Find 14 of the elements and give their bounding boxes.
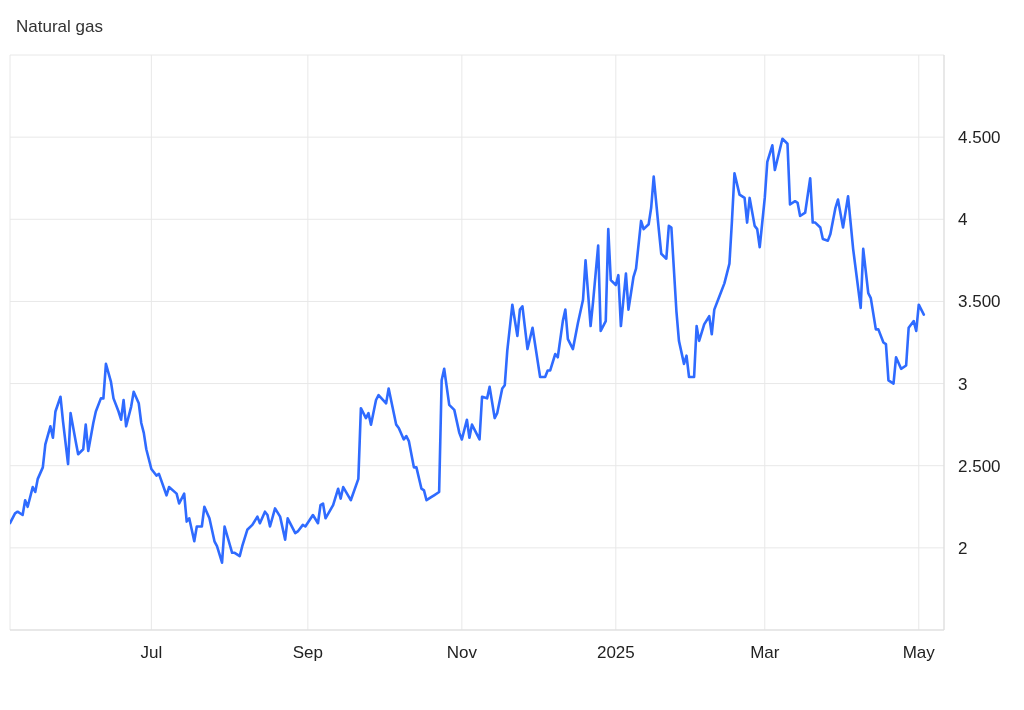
x-tick-label: Nov [446,643,478,663]
x-tick-label: Jul [140,643,163,663]
y-tick-label: 4 [958,210,968,230]
y-tick-label: 4.500 [958,128,1001,148]
y-tick-label: 3.500 [958,292,1001,312]
y-tick-label: 3 [958,374,968,394]
x-tick-label: Mar [750,643,780,663]
y-tick-label: 2.500 [958,456,1001,476]
x-tick-label: 2025 [596,643,635,663]
chart-title: Natural gas [15,16,104,38]
x-tick-label: May [902,643,936,663]
line-series [10,137,926,564]
x-tick-label: Sep [292,643,323,663]
y-tick-label: 2 [958,538,968,558]
